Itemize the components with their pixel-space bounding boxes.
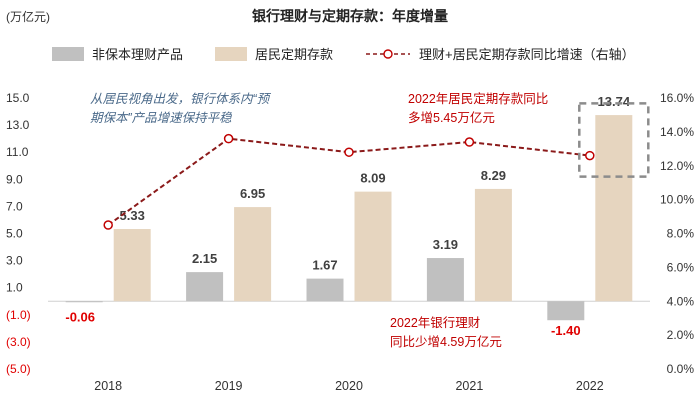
annotation-wealth-decrease-line1: 2022年银行理财 xyxy=(390,316,481,330)
legend-label-wealth: 非保本理财产品 xyxy=(92,47,184,62)
bar-label-wealth-product: 2.15 xyxy=(192,251,217,266)
right-axis-tick-label: 10.0% xyxy=(660,193,694,207)
legend-item-growth: 理财+居民定期存款同比增速（右轴） xyxy=(365,44,635,63)
annotation-deposit-increase-line2: 多增5.45万亿元 xyxy=(408,111,495,125)
legend: 非保本理财产品 居民定期存款 理财+居民定期存款同比增速（右轴） xyxy=(52,44,667,63)
bar-label-household-deposit: 5.33 xyxy=(120,208,145,223)
legend-item-deposit: 居民定期存款 xyxy=(215,44,333,63)
bar-wealth-product xyxy=(186,272,224,302)
legend-item-wealth: 非保本理财产品 xyxy=(52,44,183,63)
bar-household-deposit xyxy=(474,188,512,302)
annotation-wealth-decrease: 2022年银行理财 同比少增4.59万亿元 xyxy=(390,314,502,352)
annotation-deposit-increase: 2022年居民定期存款同比 多增5.45万亿元 xyxy=(408,90,548,128)
x-axis-tick-label: 2022 xyxy=(576,379,604,393)
left-axis-tick-label: 7.0 xyxy=(6,199,23,213)
x-axis-tick-label: 2019 xyxy=(215,379,243,393)
left-axis-unit: (万亿元) xyxy=(6,10,50,24)
x-axis-tick-label: 2020 xyxy=(335,379,363,393)
legend-swatch-growth xyxy=(366,48,411,59)
left-axis-tick-label: (5.0) xyxy=(6,362,31,376)
bar-wealth-product xyxy=(547,301,585,321)
left-axis-tick-label: 13.0 xyxy=(6,118,30,132)
legend-swatch-deposit xyxy=(215,46,248,61)
right-axis-tick-label: 0.0% xyxy=(667,362,695,376)
left-axis-tick-label: 5.0 xyxy=(6,227,23,241)
annotation-household-view-line1: 从居民视角出发，银行体系内“预 xyxy=(90,92,270,106)
bar-label-household-deposit: 8.09 xyxy=(360,171,385,186)
bar-label-wealth-product: 1.67 xyxy=(312,258,337,273)
left-axis-tick-label: (3.0) xyxy=(6,335,31,349)
right-axis-tick-label: 16.0% xyxy=(660,91,694,105)
left-axis-tick-label: 3.0 xyxy=(6,254,23,268)
right-axis-tick-label: 2.0% xyxy=(667,328,695,342)
legend-swatch-wealth xyxy=(52,46,84,61)
left-axis-tick-label: 11.0 xyxy=(6,145,29,159)
bar-household-deposit xyxy=(234,207,272,302)
bar-household-deposit xyxy=(354,191,392,302)
growth-rate-marker xyxy=(585,150,595,161)
left-axis-tick-label: 1.0 xyxy=(6,281,23,295)
right-axis-tick-label: 6.0% xyxy=(667,260,695,274)
left-axis-tick-label: (1.0) xyxy=(6,308,31,322)
bar-wealth-product xyxy=(306,278,344,302)
growth-rate-line xyxy=(107,137,590,226)
legend-label-growth: 理财+居民定期存款同比增速（右轴） xyxy=(419,47,635,62)
growth-rate-marker xyxy=(103,220,113,230)
bar-household-deposit xyxy=(113,229,151,302)
growth-rate-marker xyxy=(344,147,354,157)
bar-label-household-deposit: 13.74 xyxy=(598,94,631,109)
bar-wealth-product xyxy=(65,301,103,303)
right-axis-tick-label: 14.0% xyxy=(660,125,694,139)
bar-label-wealth-product: 3.19 xyxy=(433,237,458,252)
annotation-household-view-line2: 期保本”产品增速保持平稳 xyxy=(90,111,232,125)
x-axis-tick-label: 2018 xyxy=(94,379,122,393)
left-axis-tick-label: 9.0 xyxy=(6,172,23,186)
chart-title: 银行理财与定期存款：年度增量 xyxy=(252,8,448,24)
legend-label-deposit: 居民定期存款 xyxy=(255,47,334,62)
annotation-wealth-decrease-line2: 同比少增4.59万亿元 xyxy=(390,335,502,349)
annotation-household-view: 从居民视角出发，银行体系内“预 期保本”产品增速保持平稳 xyxy=(90,90,269,128)
x-axis-tick-label: 2021 xyxy=(455,379,483,393)
bar-household-deposit xyxy=(595,115,633,302)
growth-rate-marker xyxy=(223,133,234,144)
bar-label-household-deposit: 8.29 xyxy=(481,168,506,183)
bar-label-wealth-product: -0.06 xyxy=(65,309,95,324)
bar-label-wealth-product: -1.40 xyxy=(551,323,581,338)
left-axis-tick-label: 15.0 xyxy=(6,91,30,105)
bar-wealth-product xyxy=(426,258,464,302)
annotation-deposit-increase-line1: 2022年居民定期存款同比 xyxy=(408,92,549,106)
right-axis-tick-label: 12.0% xyxy=(660,159,694,173)
right-axis-tick-label: 4.0% xyxy=(667,294,695,308)
growth-rate-marker xyxy=(464,137,475,147)
bar-label-household-deposit: 6.95 xyxy=(240,186,265,201)
right-axis-tick-label: 8.0% xyxy=(667,227,695,241)
